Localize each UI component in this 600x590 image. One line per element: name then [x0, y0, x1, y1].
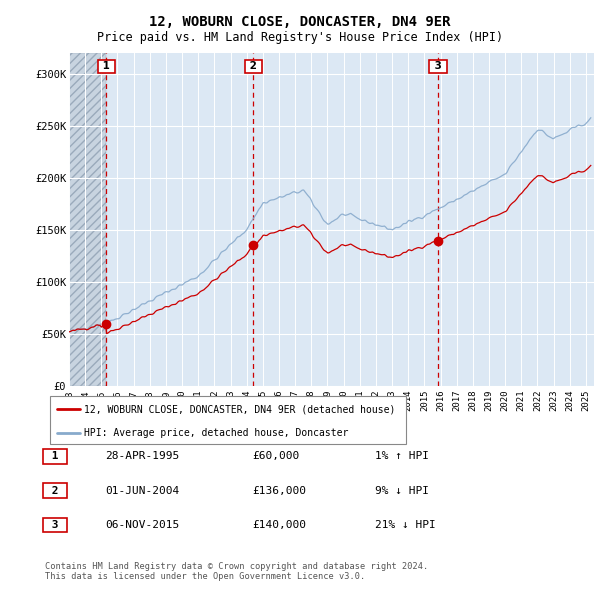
- Text: 2: 2: [246, 61, 261, 71]
- Text: 3: 3: [431, 61, 445, 71]
- Bar: [69, 53, 106, 386]
- Text: 12, WOBURN CLOSE, DONCASTER, DN4 9ER: 12, WOBURN CLOSE, DONCASTER, DN4 9ER: [149, 15, 451, 29]
- Text: 01-JUN-2004: 01-JUN-2004: [105, 486, 179, 496]
- Text: Price paid vs. HM Land Registry's House Price Index (HPI): Price paid vs. HM Land Registry's House …: [97, 31, 503, 44]
- Text: 28-APR-1995: 28-APR-1995: [105, 451, 179, 461]
- Text: Contains HM Land Registry data © Crown copyright and database right 2024.: Contains HM Land Registry data © Crown c…: [45, 562, 428, 571]
- Text: This data is licensed under the Open Government Licence v3.0.: This data is licensed under the Open Gov…: [45, 572, 365, 581]
- Text: 2: 2: [45, 486, 65, 496]
- Text: 9% ↓ HPI: 9% ↓ HPI: [375, 486, 429, 496]
- Text: 06-NOV-2015: 06-NOV-2015: [105, 520, 179, 530]
- Text: £140,000: £140,000: [252, 520, 306, 530]
- Bar: [69, 53, 106, 386]
- Text: 1% ↑ HPI: 1% ↑ HPI: [375, 451, 429, 461]
- Text: £60,000: £60,000: [252, 451, 299, 461]
- Text: 1: 1: [99, 61, 114, 71]
- Text: 12, WOBURN CLOSE, DONCASTER, DN4 9ER (detached house): 12, WOBURN CLOSE, DONCASTER, DN4 9ER (de…: [84, 404, 395, 414]
- Text: £136,000: £136,000: [252, 486, 306, 496]
- Text: 21% ↓ HPI: 21% ↓ HPI: [375, 520, 436, 530]
- Text: HPI: Average price, detached house, Doncaster: HPI: Average price, detached house, Donc…: [84, 428, 349, 438]
- FancyBboxPatch shape: [50, 396, 406, 444]
- Text: 1: 1: [45, 451, 65, 461]
- Text: 3: 3: [45, 520, 65, 530]
